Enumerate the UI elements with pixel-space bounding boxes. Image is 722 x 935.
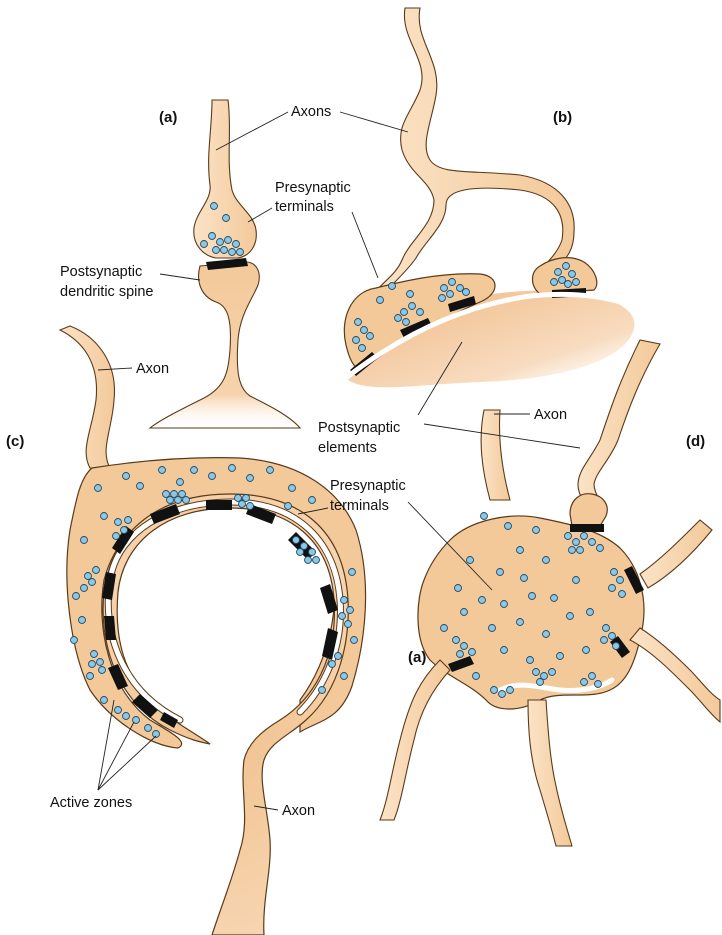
vesicle-cluster-a	[200, 202, 244, 256]
presynaptic-terminal-d-top	[569, 493, 608, 527]
panel-a-drawing	[148, 99, 302, 429]
active-zone-b3	[448, 296, 476, 312]
active-zones-c	[102, 500, 338, 728]
label-postsynaptic-spine-1: Postsynaptic	[60, 264, 142, 280]
branch-d-left	[379, 659, 451, 821]
terminal-b-right	[531, 257, 598, 295]
active-zone-d3	[448, 656, 474, 672]
panel-c-drawing	[58, 325, 367, 935]
label-postsynaptic-elements-2: elements	[318, 440, 377, 456]
branch-d-bottom	[527, 699, 573, 847]
cleft-b	[343, 291, 623, 381]
axon-d-top	[577, 339, 661, 516]
label-postsynaptic-elements-1: Postsynaptic	[318, 420, 400, 436]
vesicle-cluster-b	[352, 262, 580, 352]
label-active-zones: Active zones	[50, 795, 132, 811]
panel-label-d: (d)	[686, 433, 705, 450]
active-zone-d2	[624, 566, 644, 594]
branch-d-right	[629, 627, 721, 724]
panel-d-drawing	[379, 339, 721, 847]
label-postsynaptic-spine-2: dendritic spine	[60, 284, 154, 300]
vesicles-c	[70, 464, 358, 738]
panel-label-d-inset: (a)	[408, 649, 426, 666]
active-zone-b2	[400, 318, 432, 338]
label-axon-c-bottom: Axon	[282, 803, 315, 819]
active-zone-d4	[610, 636, 630, 658]
leader-lines	[97, 111, 581, 811]
branch-d-upper-right	[639, 519, 713, 589]
label-presynaptic-terminals-c-1: Presynaptic	[330, 478, 406, 494]
active-zone-a	[206, 258, 248, 270]
panel-label-c: (c)	[6, 433, 24, 450]
dendrite-d-top	[480, 409, 511, 501]
spine-a	[148, 261, 302, 429]
label-presynaptic-terminals-a-2: terminals	[275, 199, 334, 215]
active-zone-d1	[570, 524, 604, 532]
label-axon-c-top: Axon	[136, 361, 169, 377]
label-axon-d: Axon	[534, 407, 567, 423]
label-presynaptic-terminals-c-2: terminals	[330, 498, 389, 514]
label-presynaptic-terminals-a-1: Presynaptic	[275, 180, 351, 196]
panel-b-drawing	[343, 7, 635, 388]
label-axons: Axons	[291, 104, 331, 120]
vesicles-d	[440, 512, 626, 698]
axon-b-top	[375, 7, 575, 293]
axon-c-top	[58, 325, 116, 469]
axon-a	[193, 99, 257, 259]
panel-label-a: (a)	[159, 109, 177, 126]
panel-label-b: (b)	[553, 109, 572, 126]
